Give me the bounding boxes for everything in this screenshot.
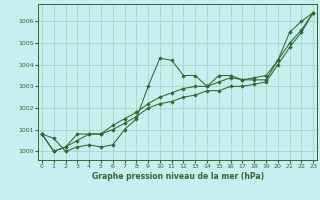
X-axis label: Graphe pression niveau de la mer (hPa): Graphe pression niveau de la mer (hPa) [92, 172, 264, 181]
